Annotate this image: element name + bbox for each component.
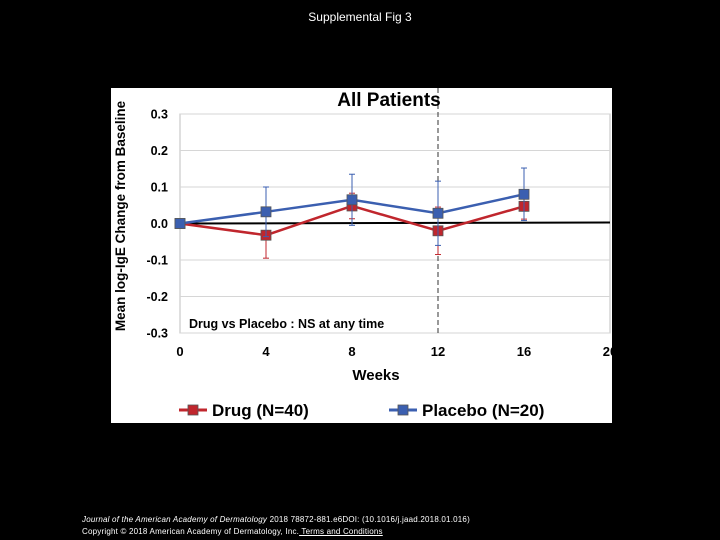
legend-marker: [187, 404, 199, 416]
copyright-line: Copyright © 2018 American Academy of Der…: [82, 526, 470, 538]
chart-annotation: Drug vs Placebo : NS at any time: [189, 317, 384, 331]
data-point: [260, 206, 272, 218]
legend-marker: [397, 404, 409, 416]
y-axis-label: Mean log-IgE Change from Baseline: [113, 100, 128, 331]
y-tick-label: 0.3: [151, 108, 168, 122]
y-tick-label: -0.1: [146, 254, 168, 268]
x-axis-label: Weeks: [352, 367, 399, 384]
citation-text: 2018 78872-881.e6DOI: (10.1016/j.jaad.20…: [267, 515, 470, 524]
chart-svg: 0.3 0.2 0.1 0.0 -0.1 -0.2 -0.3 0 4 8 12 16 20 All Pa…: [113, 88, 612, 420]
chart-figure: 0.3 0.2 0.1 0.0 -0.1 -0.2 -0.3 0 4 8 12 16 20 All Pa…: [111, 88, 612, 423]
x-tick-label: 12: [431, 344, 445, 359]
slide-title: Supplemental Fig 3: [308, 10, 412, 24]
grid-lines: [179, 113, 611, 334]
footer: Journal of the American Academy of Derma…: [82, 514, 470, 538]
data-point: [518, 188, 530, 200]
data-point: [432, 207, 444, 219]
x-tick-label: 20: [603, 344, 612, 359]
x-tick-label: 0: [176, 344, 183, 359]
journal-name: Journal of the American Academy of Derma…: [82, 515, 268, 524]
y-tick-label: -0.3: [146, 327, 168, 341]
legend-label: Drug (N=40): [212, 401, 309, 420]
data-point: [346, 194, 358, 206]
data-point: [174, 218, 186, 229]
zero-line: [179, 221, 611, 225]
axes: 0.3 0.2 0.1 0.0 -0.1 -0.2 -0.3 0 4 8 12 16 20: [146, 88, 612, 359]
y-tick-label: 0.1: [151, 181, 168, 195]
series: [174, 167, 530, 259]
copyright-text: Copyright © 2018 American Academy of Der…: [82, 527, 300, 536]
citation-line: Journal of the American Academy of Derma…: [82, 514, 470, 526]
legend: Drug (N=40) Placebo (N=20): [179, 401, 544, 420]
x-tick-label: 16: [517, 344, 531, 359]
x-tick-label: 4: [262, 344, 270, 359]
terms-link[interactable]: Terms and Conditions: [299, 527, 383, 536]
legend-label: Placebo (N=20): [422, 401, 544, 420]
chart-title: All Patients: [337, 90, 440, 111]
y-tick-label: 0.2: [151, 144, 168, 158]
x-tick-label: 8: [348, 344, 355, 359]
series-placebo: [174, 167, 530, 246]
y-tick-label: -0.2: [146, 290, 168, 304]
y-tick-label: 0.0: [151, 217, 168, 231]
